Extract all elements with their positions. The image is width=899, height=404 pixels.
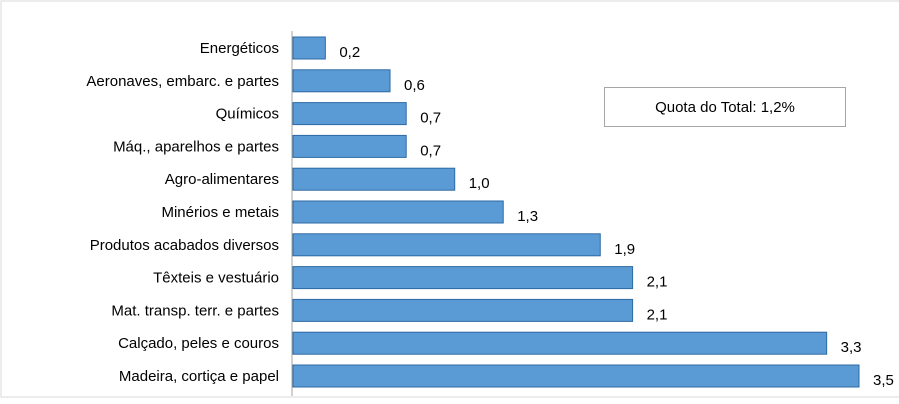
bar-texteis-e-vestuario [292, 266, 634, 290]
category-label-texteis-e-vestuario: Têxteis e vestuário [153, 270, 279, 287]
bar-mat-transp-terr-e-partes [292, 298, 634, 322]
value-label-texteis-e-vestuario: 2,1 [647, 274, 668, 291]
value-label-calcado-peles-e-couros: 3,3 [841, 339, 862, 356]
category-label-minerios-e-metais: Minérios e metais [161, 204, 279, 221]
bars [292, 36, 860, 388]
category-label-agro-alimentares: Agro-alimentares [165, 171, 279, 188]
category-label-aeronaves-embarc-e-partes: Aeronaves, embarc. e partes [86, 73, 279, 90]
bar-calcado-peles-e-couros [292, 331, 828, 355]
category-labels: Energéticos Aeronaves, embarc. e partes Qu… [86, 40, 279, 385]
quota-annotation: Quota do Total: 1,2% [604, 87, 846, 127]
bar-maq-aparelhos-e-partes [292, 134, 407, 158]
category-label-energeticos: Energéticos [200, 40, 279, 57]
category-label-produtos-acabados-diversos: Produtos acabados diversos [90, 237, 279, 254]
category-label-maq-aparelhos-e-partes: Máq., aparelhos e partes [113, 138, 279, 155]
value-label-quimicos: 0,7 [420, 110, 441, 127]
bar-madeira-cortica-e-papel [292, 364, 860, 388]
value-label-mat-transp-terr-e-partes: 2,1 [647, 306, 668, 323]
bar-produtos-acabados-diversos [292, 233, 601, 257]
value-label-aeronaves-embarc-e-partes: 0,6 [404, 77, 425, 94]
category-label-madeira-cortica-e-papel: Madeira, cortiça e papel [119, 368, 279, 385]
category-label-mat-transp-terr-e-partes: Mat. transp. terr. e partes [111, 302, 279, 319]
value-label-energeticos: 0,2 [339, 44, 360, 61]
bar-minerios-e-metais [292, 200, 504, 224]
data-labels: 0,2 0,6 0,7 0,7 1,0 1,3 1,9 2,1 2,1 3,3 3,5 [339, 44, 894, 389]
bar-aeronaves-embarc-e-partes [292, 69, 391, 93]
bar-energeticos [292, 36, 326, 60]
value-label-maq-aparelhos-e-partes: 0,7 [420, 142, 441, 159]
category-label-calcado-peles-e-couros: Calçado, peles e couros [118, 335, 279, 352]
bar-quimicos [292, 102, 407, 126]
category-label-quimicos: Químicos [216, 106, 279, 123]
bar-agro-alimentares [292, 167, 456, 191]
value-label-produtos-acabados-diversos: 1,9 [614, 241, 635, 258]
quota-annotation-text: Quota do Total: 1,2% [655, 98, 795, 116]
value-label-minerios-e-metais: 1,3 [517, 208, 538, 225]
value-label-madeira-cortica-e-papel: 3,5 [873, 372, 894, 389]
value-label-agro-alimentares: 1,0 [469, 175, 490, 192]
